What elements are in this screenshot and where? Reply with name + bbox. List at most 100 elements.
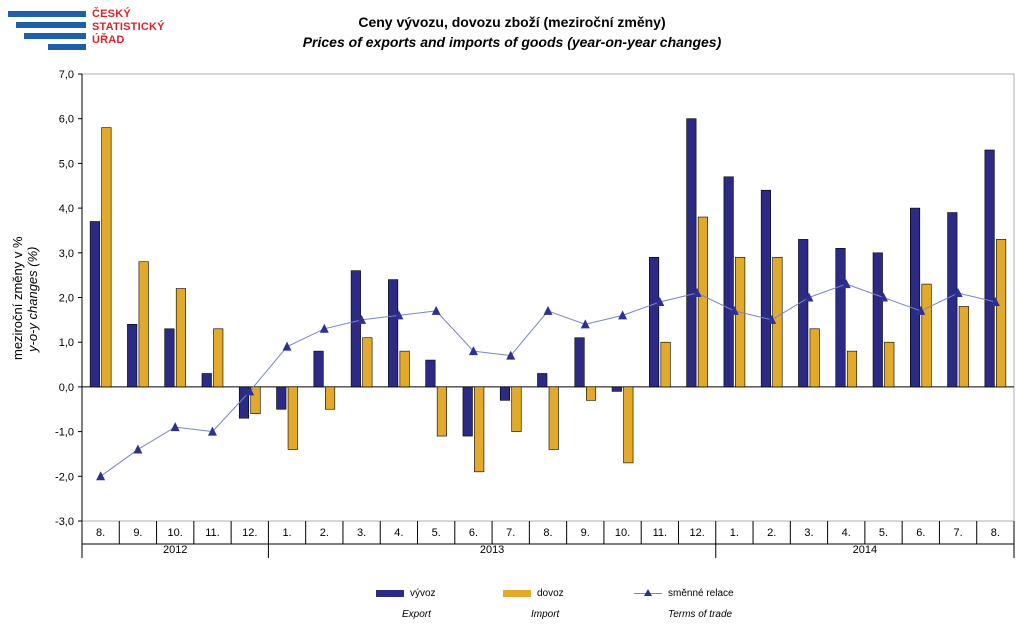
bar-export: [537, 373, 548, 388]
bar-export: [574, 337, 585, 388]
year-label: 2013: [480, 544, 504, 556]
legend-item-tot: směnné relace: [634, 588, 734, 599]
legend-swatch-import: [503, 589, 531, 597]
bar-import: [809, 328, 820, 388]
bar-export: [984, 149, 995, 388]
bar-import: [548, 386, 559, 450]
terms-of-trade-point: [879, 292, 889, 302]
legend-label-export-en: Export: [402, 609, 431, 620]
bar-import: [697, 216, 708, 388]
x-tick-label: 1.: [730, 527, 739, 539]
terms-of-trade-point: [170, 422, 180, 432]
bar-import: [325, 386, 336, 410]
x-tick-label: 7.: [506, 527, 515, 539]
terms-of-trade-point: [804, 292, 814, 302]
x-tick-label: 12.: [242, 527, 257, 539]
terms-of-trade-point: [916, 305, 926, 315]
x-tick-label: 1.: [282, 527, 291, 539]
x-tick-label: 8.: [96, 527, 105, 539]
bar-export: [276, 386, 287, 410]
chart-subtitle: Prices of exports and imports of goods (…: [302, 34, 722, 50]
bar-export: [201, 373, 212, 388]
terms-of-trade-point: [357, 314, 367, 324]
x-tick-label: 7.: [953, 527, 962, 539]
x-tick-label: 8.: [991, 527, 1000, 539]
bar-export: [89, 221, 100, 388]
terms-of-trade-point: [245, 386, 255, 396]
bar-import: [585, 386, 597, 401]
legend-label-import: dovoz: [537, 588, 564, 599]
bar-export: [127, 324, 138, 388]
terms-of-trade-point: [394, 310, 404, 320]
x-tick-label: 4.: [394, 527, 403, 539]
terms-of-trade-point: [618, 310, 628, 320]
terms-of-trade-point: [841, 279, 851, 289]
y-tick-label: 7,0: [59, 69, 74, 81]
terms-of-trade-point: [953, 288, 963, 298]
bar-export: [425, 359, 436, 388]
bar-export: [835, 248, 846, 388]
terms-of-trade-point: [990, 296, 1000, 306]
x-tick-label: 9.: [581, 527, 590, 539]
bar-import: [362, 337, 373, 388]
year-label: 2012: [163, 544, 187, 556]
bar-import: [138, 261, 149, 388]
y-tick-label: 4,0: [59, 203, 74, 215]
x-tick-label: 5.: [432, 527, 441, 539]
terms-of-trade-point: [580, 319, 590, 329]
x-tick-label: 11.: [205, 527, 219, 539]
bar-import: [399, 350, 410, 388]
x-tick-label: 3.: [804, 527, 813, 539]
x-tick-label: 11.: [653, 527, 667, 539]
bar-export: [909, 207, 921, 388]
csu-logo: ČESKÝ STATISTICKÝ ÚŘAD: [8, 8, 168, 50]
bar-export: [723, 176, 734, 388]
bar-import: [623, 386, 634, 464]
y-tick-label: 6,0: [59, 114, 74, 126]
x-tick-label: 6.: [469, 527, 478, 539]
terms-of-trade-point: [207, 426, 217, 436]
bar-import: [921, 283, 932, 388]
x-tick-label: 5.: [879, 527, 888, 539]
terms-of-trade-point: [468, 346, 478, 356]
legend-label-export: vývoz: [410, 588, 436, 599]
bar-import: [213, 328, 224, 388]
bar-export: [164, 328, 175, 388]
logo-text-line3: ÚŘAD: [92, 34, 125, 46]
bar-export: [350, 270, 361, 388]
terms-of-trade-point: [133, 444, 143, 454]
y-tick-label: -3,0: [55, 516, 74, 528]
x-tick-label: 12.: [689, 527, 704, 539]
bar-export: [947, 212, 958, 388]
logo-stripe: [8, 11, 86, 17]
chart-title: Ceny vývozu, dovozu zboží (meziroční změ…: [358, 14, 666, 30]
x-tick-label: 2.: [320, 527, 329, 539]
year-label: 2014: [853, 544, 877, 556]
bar-export: [686, 118, 697, 388]
bar-import: [474, 386, 485, 473]
bar-export: [499, 386, 511, 401]
x-tick-label: 8.: [543, 527, 552, 539]
x-tick-label: 2.: [767, 527, 776, 539]
bar-import: [287, 386, 298, 450]
bar-import: [735, 256, 746, 388]
bar-import: [511, 386, 522, 432]
bar-import: [175, 288, 186, 388]
bar-export: [313, 350, 324, 388]
x-tick-label: 9.: [133, 527, 142, 539]
bar-export: [872, 252, 883, 388]
bar-import: [101, 127, 112, 388]
terms-of-trade-point: [729, 305, 739, 315]
bar-import: [436, 386, 447, 437]
triangle-marker-icon: [644, 588, 652, 596]
y-tick-label: -1,0: [55, 427, 74, 439]
legend-label-tot: směnné relace: [668, 588, 734, 599]
bar-export: [462, 386, 473, 437]
x-tick-label: 6.: [916, 527, 925, 539]
x-tick-label: 10.: [615, 527, 630, 539]
y-tick-label: 3,0: [59, 248, 74, 260]
bar-export: [388, 279, 399, 388]
bar-import: [846, 350, 858, 388]
legend-item-export: vývoz: [376, 588, 436, 599]
